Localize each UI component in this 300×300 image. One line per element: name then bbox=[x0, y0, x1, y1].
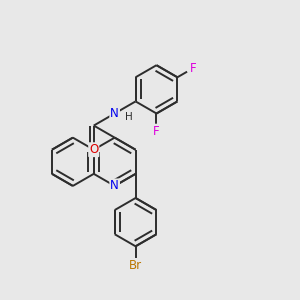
Text: F: F bbox=[189, 62, 196, 75]
Text: F: F bbox=[153, 125, 160, 138]
Text: Br: Br bbox=[129, 259, 142, 272]
Text: N: N bbox=[110, 107, 119, 120]
Text: N: N bbox=[110, 179, 119, 192]
Text: O: O bbox=[89, 143, 98, 156]
Text: H: H bbox=[124, 112, 132, 122]
